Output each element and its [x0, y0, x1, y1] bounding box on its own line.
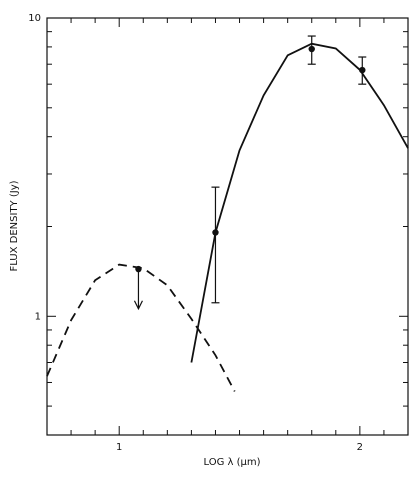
plot-frame — [46, 17, 409, 436]
y-tick-label: 1 — [35, 311, 41, 322]
x-axis-label: LOG λ (μm) — [203, 457, 260, 468]
curve — [190, 42, 409, 363]
data-point — [212, 229, 219, 236]
x-tick-label: 1 — [116, 442, 122, 453]
upper-limit-point — [135, 265, 142, 273]
arrow-head — [133, 300, 143, 311]
data-point — [359, 66, 366, 74]
x-tick-label: 2 — [357, 442, 363, 453]
curve — [46, 263, 236, 392]
data-point — [308, 45, 315, 53]
y-tick-label: 10 — [28, 13, 41, 24]
y-axis-label: FLUX DENSITY (Jy) — [9, 180, 20, 271]
